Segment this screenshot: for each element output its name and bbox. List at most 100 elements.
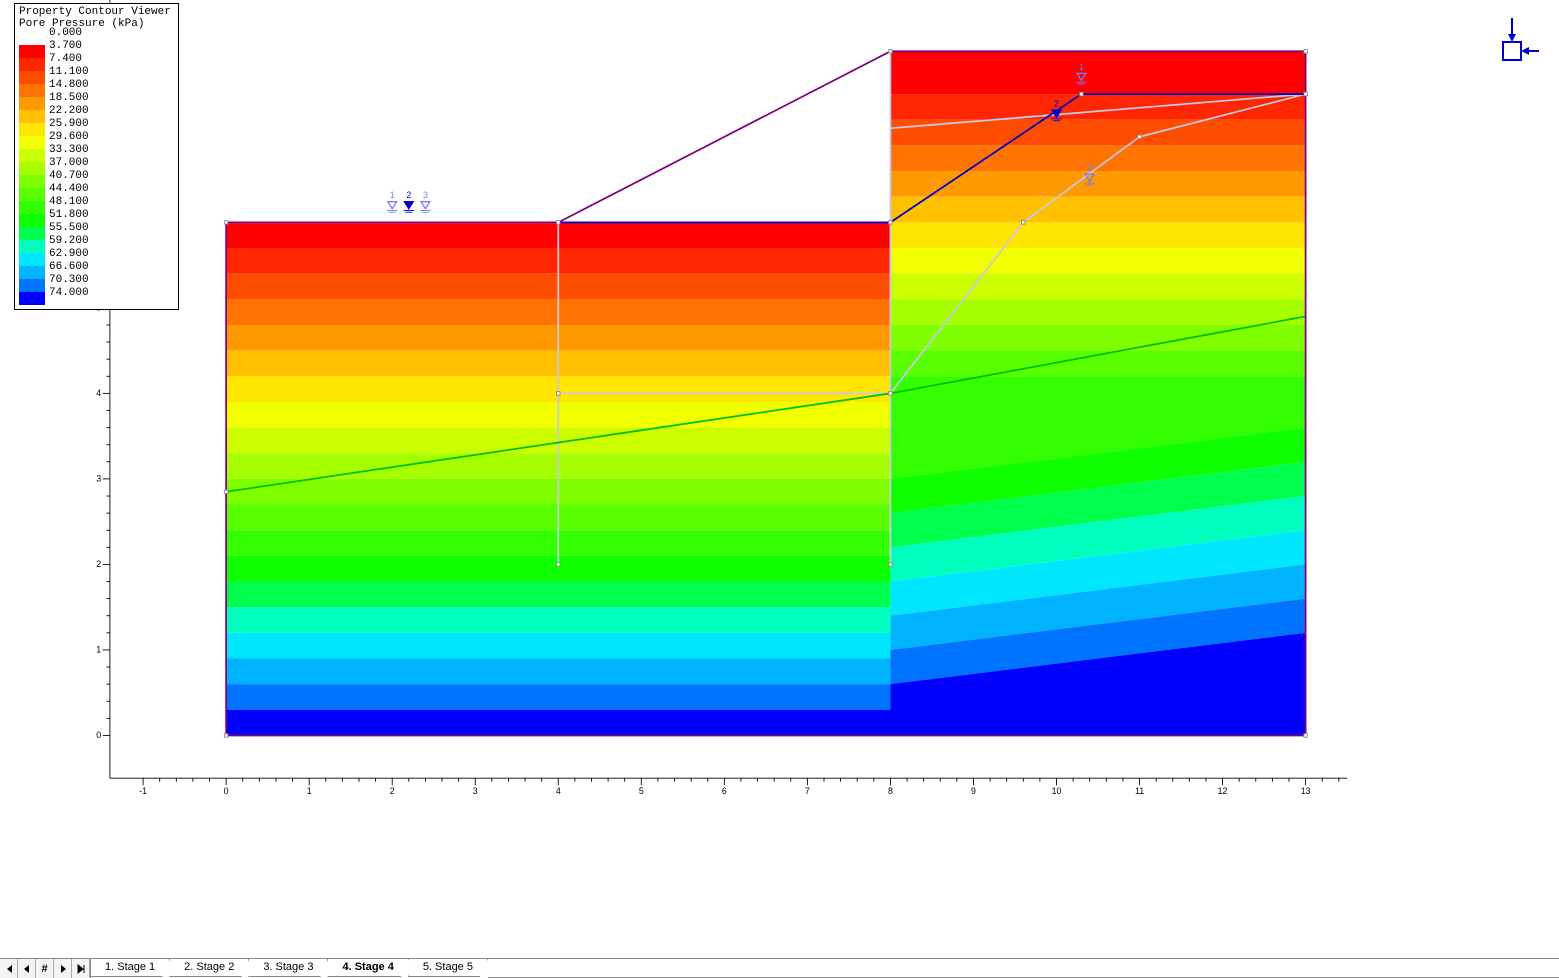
stage-tab[interactable]: 1. Stage 1 — [90, 959, 170, 977]
legend-row: 48.100 — [19, 201, 174, 214]
tab-nav-first[interactable] — [0, 959, 18, 978]
legend-swatch — [19, 149, 45, 162]
legend-swatch — [19, 45, 45, 58]
legend-swatch — [19, 110, 45, 123]
orientation-icon — [1483, 14, 1543, 74]
legend-value: 33.300 — [49, 144, 89, 156]
legend-value: 14.800 — [49, 79, 89, 91]
legend-swatch — [19, 71, 45, 84]
svg-text:-1: -1 — [139, 786, 147, 796]
legend-swatch — [19, 123, 45, 136]
svg-text:8: 8 — [888, 786, 893, 796]
stage-tab[interactable]: 2. Stage 2 — [169, 959, 249, 977]
legend-value: 59.200 — [49, 235, 89, 247]
svg-text:3: 3 — [473, 786, 478, 796]
svg-text:1: 1 — [96, 645, 101, 655]
svg-text:6: 6 — [722, 786, 727, 796]
stage-tab[interactable]: 3. Stage 3 — [248, 959, 328, 977]
svg-text:2: 2 — [1054, 99, 1059, 109]
legend-value: 7.400 — [49, 53, 82, 65]
legend-value: 44.400 — [49, 183, 89, 195]
svg-text:1: 1 — [307, 786, 312, 796]
legend-value: 66.600 — [49, 261, 89, 273]
legend-swatch — [19, 97, 45, 110]
legend-swatch — [19, 136, 45, 149]
tab-nav-prev[interactable] — [18, 959, 36, 978]
legend-value: 18.500 — [49, 92, 89, 104]
legend-value: 3.700 — [49, 40, 82, 52]
tabstrip-nav: # — [0, 959, 91, 978]
legend-value: 25.900 — [49, 118, 89, 130]
svg-text:2: 2 — [406, 190, 411, 200]
legend-swatch — [19, 253, 45, 266]
svg-text:9: 9 — [971, 786, 976, 796]
legend-swatch — [19, 84, 45, 97]
legend-row: 3.700 — [19, 45, 174, 58]
legend-value: 37.000 — [49, 157, 89, 169]
legend-row: 59.200 — [19, 240, 174, 253]
legend-swatch — [19, 240, 45, 253]
tab-nav-last[interactable] — [72, 959, 90, 978]
legend-row: 0.000 — [19, 32, 174, 45]
legend-row: 33.300 — [19, 149, 174, 162]
legend-row: 22.200 — [19, 110, 174, 123]
legend-value: 0.000 — [49, 27, 82, 39]
stage-tab[interactable]: 5. Stage 5 — [408, 959, 488, 977]
legend-row: 66.600 — [19, 266, 174, 279]
legend-row: 44.400 — [19, 188, 174, 201]
tab-nav-next[interactable] — [54, 959, 72, 978]
legend-row: 62.900 — [19, 253, 174, 266]
legend-swatch — [19, 227, 45, 240]
legend-row: 18.500 — [19, 97, 174, 110]
legend-value: 55.500 — [49, 222, 89, 234]
legend-swatch — [19, 266, 45, 279]
svg-text:3: 3 — [423, 190, 428, 200]
legend-row: 55.500 — [19, 227, 174, 240]
legend-value: 48.100 — [49, 196, 89, 208]
svg-text:1: 1 — [390, 190, 395, 200]
svg-text:7: 7 — [805, 786, 810, 796]
stage-tab[interactable]: 4. Stage 4 — [327, 959, 408, 977]
plot-canvas[interactable]: 012345678-1012345678910111213123123 — [0, 0, 1559, 860]
legend-swatch — [19, 58, 45, 71]
legend-value: 29.600 — [49, 131, 89, 143]
svg-text:1: 1 — [1079, 62, 1084, 72]
svg-text:12: 12 — [1218, 786, 1228, 796]
svg-text:5: 5 — [639, 786, 644, 796]
legend-value: 40.700 — [49, 170, 89, 182]
legend-row: 7.400 — [19, 58, 174, 71]
legend-value: 62.900 — [49, 248, 89, 260]
legend-panel: Property Contour Viewer Pore Pressure (k… — [14, 3, 179, 310]
svg-text:2: 2 — [390, 786, 395, 796]
legend-row: 25.900 — [19, 123, 174, 136]
tab-nav-pick[interactable]: # — [36, 959, 54, 978]
legend-row: 40.700 — [19, 175, 174, 188]
svg-text:4: 4 — [556, 786, 561, 796]
svg-text:4: 4 — [96, 388, 101, 398]
legend-swatch — [19, 162, 45, 175]
legend-value: 74.000 — [49, 287, 89, 299]
legend-swatch — [19, 292, 45, 305]
legend-swatch — [19, 201, 45, 214]
svg-text:13: 13 — [1301, 786, 1311, 796]
svg-text:11: 11 — [1135, 786, 1144, 796]
svg-text:10: 10 — [1052, 786, 1062, 796]
stage-tabstrip: # 1. Stage 12. Stage 23. Stage 34. Stage… — [0, 958, 1559, 978]
legend-row: 14.800 — [19, 84, 174, 97]
legend-value: 22.200 — [49, 105, 89, 117]
legend-row: 37.000 — [19, 162, 174, 175]
legend-title-line2: Pore Pressure (kPa) — [19, 18, 174, 30]
legend-swatch — [19, 188, 45, 201]
legend-row: 29.600 — [19, 136, 174, 149]
legend-row: 70.300 — [19, 279, 174, 292]
legend-row: 51.800 — [19, 214, 174, 227]
legend-value: 70.300 — [49, 274, 89, 286]
legend-value: 11.100 — [49, 66, 89, 78]
legend-row: 74.000 — [19, 292, 174, 305]
legend-row: 11.100 — [19, 71, 174, 84]
svg-text:0: 0 — [224, 786, 229, 796]
svg-text:2: 2 — [96, 559, 101, 569]
svg-text:3: 3 — [96, 474, 101, 484]
legend-swatch — [19, 175, 45, 188]
svg-text:3: 3 — [1087, 163, 1092, 173]
